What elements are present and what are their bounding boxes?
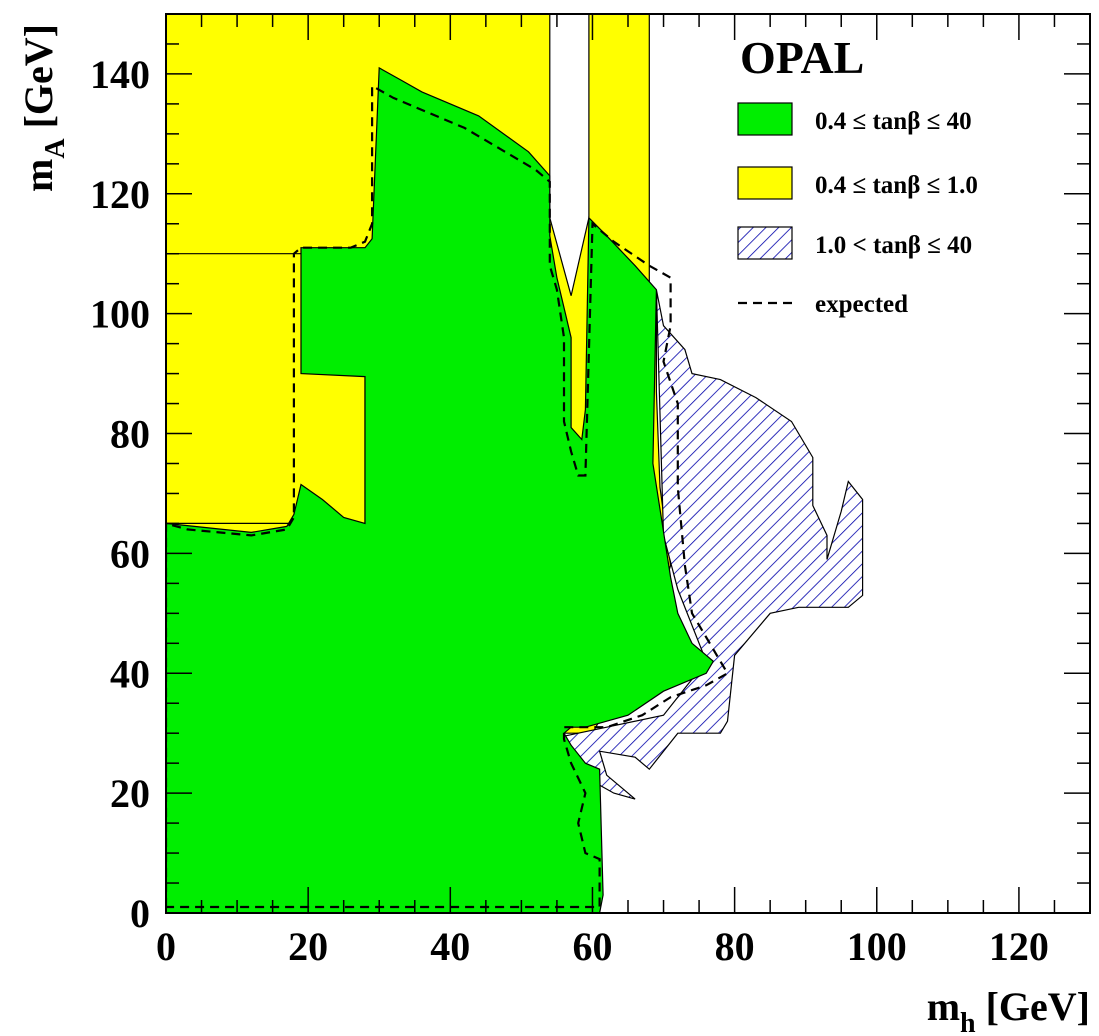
legend-swatch-2 bbox=[737, 226, 793, 260]
axis-ticks: 0 20 40 60 80 100 120 0 20 40 60 80 100 120 140 bbox=[90, 13, 1091, 969]
y-tick-label: 80 bbox=[110, 412, 150, 457]
x-tick-label: 20 bbox=[288, 924, 328, 969]
expected-limit-line bbox=[166, 84, 730, 909]
legend: 0.4 ≤ tanβ ≤ 40 0.4 ≤ tanβ ≤ 1.0 1.0 < tan… bbox=[737, 102, 978, 318]
legend-label-1: 0.4 ≤ tanβ ≤ 1.0 bbox=[815, 172, 978, 199]
y-axis-title: mA [GeV] bbox=[16, 24, 71, 192]
y-tick-label: 40 bbox=[110, 651, 150, 696]
x-tick-label: 40 bbox=[430, 924, 470, 969]
x-tick-label: 0 bbox=[156, 924, 176, 969]
y-tick-label: 140 bbox=[90, 52, 150, 97]
x-axis-subscript: h bbox=[960, 1008, 976, 1036]
x-tick-label: 80 bbox=[715, 924, 755, 969]
legend-label-2: 1.0 < tanβ ≤ 40 bbox=[815, 232, 972, 259]
y-tick-label: 60 bbox=[110, 531, 150, 576]
x-tick-label: 120 bbox=[989, 924, 1049, 969]
x-tick-label: 100 bbox=[847, 924, 907, 969]
x-axis-title: mh [GeV] bbox=[927, 984, 1090, 1036]
y-axis-unit: [GeV] bbox=[16, 24, 61, 138]
y-tick-label: 120 bbox=[90, 172, 150, 217]
legend-label-0: 0.4 ≤ tanβ ≤ 40 bbox=[815, 108, 972, 135]
legend-swatch-0 bbox=[737, 102, 793, 136]
y-axis-subscript: A bbox=[40, 138, 71, 159]
x-axis-unit: [GeV] bbox=[976, 984, 1090, 1029]
y-tick-label: 100 bbox=[90, 292, 150, 337]
experiment-label: OPAL bbox=[740, 32, 864, 83]
y-tick-label: 0 bbox=[130, 891, 150, 936]
x-tick-label: 60 bbox=[572, 924, 612, 969]
y-tick-label: 20 bbox=[110, 771, 150, 816]
y-axis-symbol: m bbox=[16, 159, 61, 192]
legend-label-3: expected bbox=[815, 291, 908, 318]
x-axis-symbol: m bbox=[927, 984, 960, 1029]
legend-swatch-1 bbox=[737, 166, 793, 200]
exclusion-regions bbox=[166, 14, 864, 913]
